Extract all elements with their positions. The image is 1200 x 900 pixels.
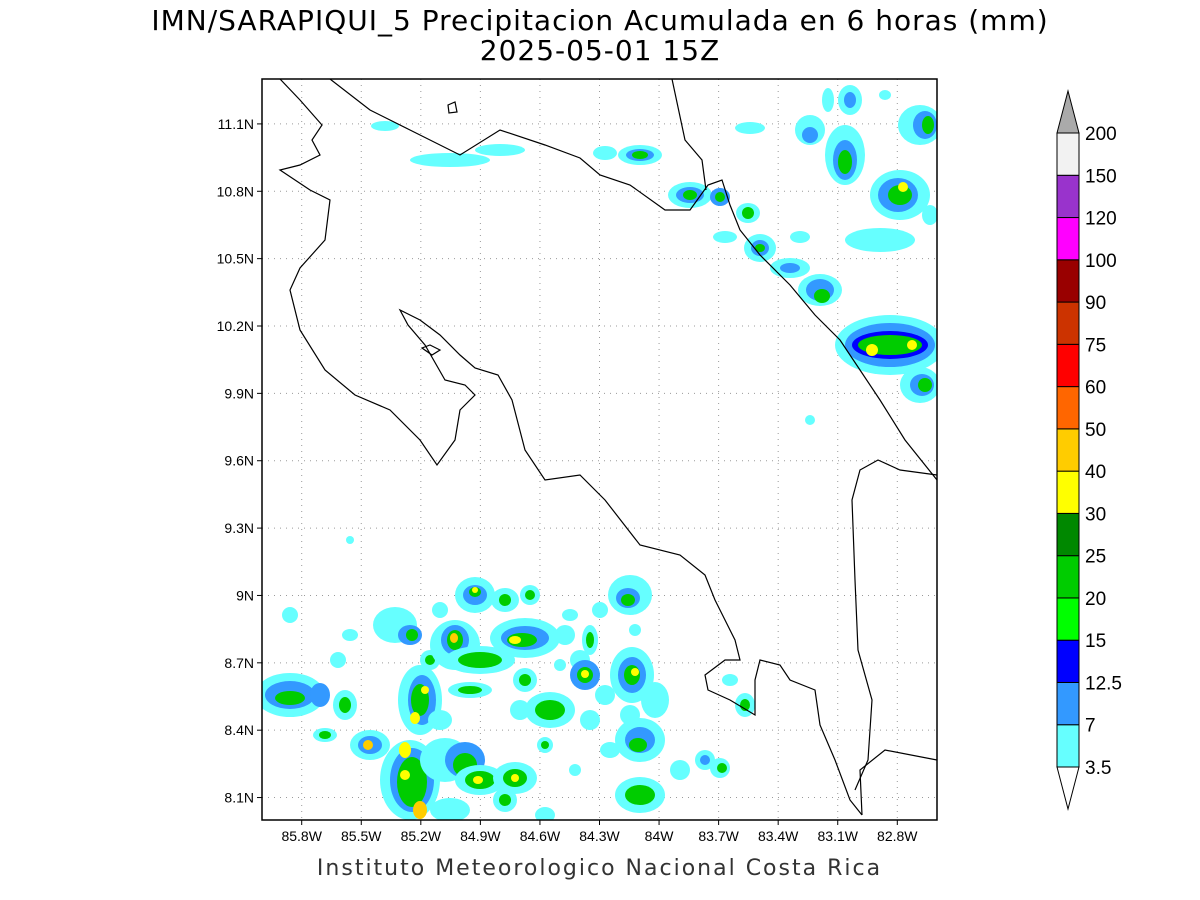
colorbar-label: 60 [1085, 378, 1106, 399]
colorbar-label: 50 [1085, 420, 1106, 441]
lon-tick-label: 84.9W [460, 828, 501, 844]
colorbar-label: 25 [1085, 547, 1106, 568]
colorbar-label: 7 [1085, 716, 1096, 737]
lat-tick-label: 9.9N [224, 385, 254, 401]
colorbar-label: 150 [1085, 166, 1117, 187]
colorbar-label: 15 [1085, 631, 1106, 652]
colorbar-label: 120 [1085, 209, 1117, 230]
lat-tick-label: 10.5N [217, 251, 254, 267]
colorbar-swatch [1056, 597, 1080, 641]
latitude-axis: 11.1N 10.8N 10.5N 10.2N 9.9N 9.6N 9.3N 9N 8.7N 8.… [217, 116, 262, 806]
lat-tick-label: 9.6N [224, 453, 254, 469]
colorbar-label: 100 [1085, 251, 1117, 272]
colorbar-label: 30 [1085, 504, 1106, 525]
lon-tick-label: 84W [645, 828, 675, 844]
longitude-axis: 85.8W 85.5W 85.2W 84.9W 84.6W 84.3W 84W 83.7W 83… [281, 820, 918, 844]
colorbar-legend: 3.5 7 12.5 15 20 25 30 40 50 60 75 90 100 120 150 200 [1056, 89, 1122, 811]
colorbar-label: 20 [1085, 589, 1106, 610]
lon-tick-label: 85.5W [341, 828, 382, 844]
colorbar-over-triangle [1056, 89, 1080, 134]
lon-tick-label: 85.8W [281, 828, 322, 844]
colorbar-swatch [1056, 132, 1080, 176]
map-subtitle-datetime: 2025-05-01 15Z [479, 34, 721, 67]
colorbar-label: 3.5 [1085, 758, 1111, 779]
lon-tick-label: 83.1W [818, 828, 859, 844]
colorbar-swatch [1056, 639, 1080, 683]
rain-cells-caribbean [371, 85, 937, 425]
lat-tick-label: 9.3N [224, 520, 254, 536]
institution-footer: Instituto Meteorologico Nacional Costa R… [316, 856, 883, 881]
lon-tick-label: 83.7W [698, 828, 739, 844]
plot-frame [261, 78, 938, 821]
lon-tick-label: 83.4W [758, 828, 799, 844]
colorbar-label: 40 [1085, 462, 1106, 483]
lat-tick-label: 8.4N [224, 722, 254, 738]
lon-tick-label: 84.3W [579, 828, 620, 844]
lat-tick-label: 8.1N [224, 790, 254, 806]
colorbar-swatch [1056, 512, 1080, 557]
colorbar-swatch [1056, 259, 1080, 303]
colorbar-swatch [1056, 724, 1080, 768]
map-title: IMN/SARAPIQUI_5 Precipitacion Acumulada … [151, 4, 1049, 37]
lat-tick-label: 11.1N [218, 116, 254, 132]
colorbar-swatch [1056, 217, 1080, 261]
colorbar-swatch [1056, 343, 1080, 388]
colorbar-label: 200 [1085, 124, 1117, 145]
lat-tick-label: 10.8N [217, 183, 254, 199]
precipitation-field [262, 85, 937, 820]
rain-cells-pacific [262, 536, 755, 820]
lat-tick-label: 9N [236, 587, 254, 603]
lon-tick-label: 84.6W [520, 828, 561, 844]
colorbar-label: 75 [1085, 335, 1106, 356]
colorbar-swatch [1056, 555, 1080, 599]
lat-tick-label: 8.7N [224, 655, 254, 671]
colorbar-swatch [1056, 470, 1080, 514]
colorbar-swatch [1056, 301, 1080, 345]
lon-tick-label: 85.2W [401, 828, 442, 844]
colorbar-swatch [1056, 174, 1080, 219]
map-grid [262, 79, 937, 820]
colorbar-under-triangle [1056, 766, 1080, 811]
colorbar-label: 90 [1085, 293, 1106, 314]
coastline-borders [278, 79, 937, 816]
colorbar-swatch [1056, 386, 1080, 430]
colorbar-swatch [1056, 428, 1080, 472]
colorbar-swatch [1056, 681, 1080, 726]
colorbar-label: 12.5 [1085, 673, 1122, 694]
lon-tick-label: 82.8W [877, 828, 918, 844]
lat-tick-label: 10.2N [217, 318, 254, 334]
